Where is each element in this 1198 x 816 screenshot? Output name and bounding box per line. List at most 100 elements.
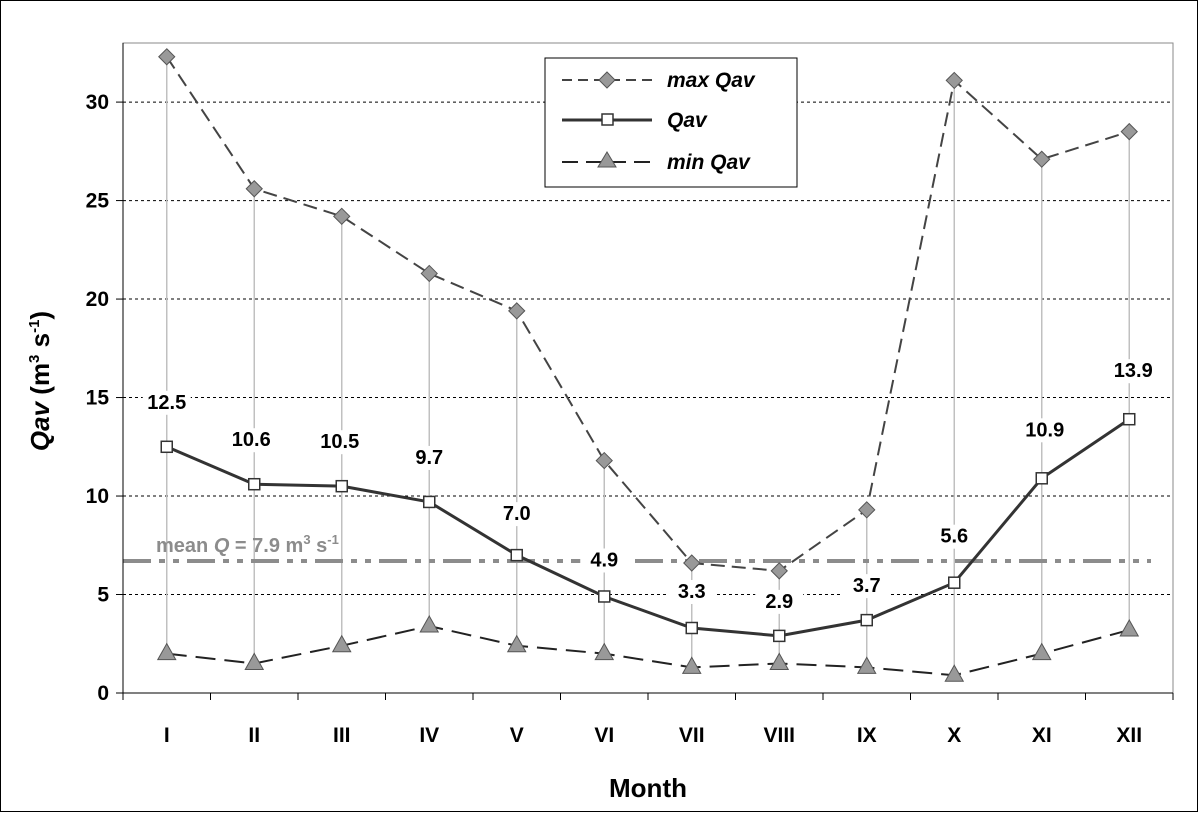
point-avg-XI (1035, 472, 1048, 485)
y-tick-label-30: 30 (86, 91, 109, 114)
point-min-II (244, 652, 265, 670)
point-min-XII (1119, 618, 1140, 637)
y-axis-title-sup1: 3 (26, 355, 43, 363)
series-line-max (165, 56, 1130, 572)
data-label-bg-II (227, 428, 276, 453)
data-label-bg-XII (1109, 359, 1158, 384)
mean-label-q: Q (214, 535, 230, 557)
point-max-VII (683, 554, 701, 572)
point-avg-VI (598, 590, 611, 603)
data-label-bg-III (315, 430, 364, 455)
point-min-III (331, 634, 352, 653)
legend-marker-max (598, 71, 616, 89)
legend-label-avg: Qav (667, 109, 708, 132)
point-max-XII (1120, 122, 1138, 141)
data-label-bg-IX (842, 574, 891, 599)
legend-item-max: max Qav (562, 69, 756, 92)
data-label-bg-XI (1020, 418, 1069, 443)
point-avg-VIII (773, 629, 786, 643)
point-max-VI (595, 451, 613, 470)
point-min-I (156, 642, 177, 661)
y-tick-label-25: 25 (86, 190, 110, 213)
x-tick-label-IV: IV (419, 724, 439, 747)
data-label-VII: 3.3 (678, 581, 706, 603)
point-min-VII (681, 656, 702, 674)
data-label-XI: 10.9 (1025, 419, 1064, 441)
point-min-V (506, 634, 527, 653)
y-axis-title-s: s (25, 333, 55, 355)
point-max-IX (858, 501, 876, 519)
data-labels: 12.5 10.6 10.5 9.7 7.0 4.9 3.3 2.9 3.7 5.6 10.9 13.… (142, 359, 1158, 614)
point-avg-X (948, 576, 961, 589)
data-label-bg-V (492, 502, 541, 527)
mean-label-s: s (311, 535, 328, 557)
series-group (156, 48, 1140, 682)
x-tick-label-III: III (333, 724, 351, 747)
y-tick-label-5: 5 (97, 584, 109, 607)
point-avg-V (510, 548, 523, 562)
x-tick-label-I: I (164, 724, 170, 747)
data-label-VI: 4.9 (590, 549, 618, 571)
mean-label-sup2: -1 (327, 532, 339, 547)
legend: max Qav Qav min Qav (544, 57, 798, 188)
x-tick-label-VIII: VIII (763, 724, 795, 747)
data-label-IX: 3.7 (853, 575, 881, 597)
x-tick-label-II: II (248, 724, 260, 747)
point-avg-I (160, 440, 173, 454)
y-axis-title-italic: Qav (25, 400, 55, 451)
point-max-XI (1033, 150, 1051, 168)
point-avg-IV (423, 495, 436, 509)
point-avg-XII (1123, 412, 1136, 426)
legend-marker-min (597, 151, 617, 168)
y-axis-title-sup2: -1 (26, 320, 43, 333)
data-label-bg-I (142, 390, 191, 415)
x-tick-label-XII: XII (1116, 724, 1142, 747)
point-max-I (158, 48, 176, 66)
legend-label-min: min Qav (667, 151, 751, 174)
point-avg-IX (860, 613, 873, 627)
point-avg-VII (685, 621, 698, 635)
data-label-bg-IV (405, 445, 454, 470)
legend-item-avg: Qav (562, 109, 708, 132)
point-max-III (333, 207, 351, 226)
data-label-II: 10.6 (232, 429, 271, 451)
point-max-V (508, 302, 526, 320)
point-min-IX (856, 656, 877, 674)
legend-item-min: min Qav (562, 151, 751, 174)
point-min-VIII (769, 652, 790, 670)
point-min-VI (594, 642, 615, 661)
x-tick-label-VI: VI (594, 724, 614, 747)
x-tick-label-V: V (510, 724, 524, 747)
mean-label-sup1: 3 (303, 532, 310, 547)
x-tick-label-XI: XI (1032, 724, 1052, 747)
data-label-I: 12.5 (147, 392, 186, 414)
y-tick-label-0: 0 (97, 682, 109, 705)
y-tick-label-15: 15 (86, 387, 110, 410)
point-avg-II (248, 477, 261, 491)
point-max-IV (420, 264, 438, 283)
mean-line-label: mean Q = 7.9 m3 s-1 (156, 532, 339, 557)
data-label-bg-VII (667, 580, 716, 604)
legend-label-max: max Qav (667, 69, 756, 92)
data-label-III: 10.5 (320, 431, 359, 453)
point-avg-III (335, 479, 348, 493)
data-label-IV: 9.7 (415, 447, 443, 469)
series-line-min (166, 625, 1130, 677)
y-axis-title-unit: (m (25, 363, 55, 395)
x-tick-label-VII: VII (679, 724, 705, 747)
legend-marker-avg (601, 113, 614, 126)
x-tick-label-X: X (947, 724, 961, 747)
data-label-XII: 13.9 (1114, 360, 1153, 382)
x-axis-title: Month (609, 773, 687, 803)
point-min-XI (1031, 642, 1052, 661)
data-label-bg-X (930, 524, 979, 549)
data-label-V: 7.0 (503, 503, 531, 525)
data-label-X: 5.6 (940, 526, 968, 548)
series-line-avg (166, 417, 1131, 638)
y-tick-label-20: 20 (86, 288, 109, 311)
mean-label-eq: = 7.9 m (229, 535, 303, 557)
point-max-VIII (770, 562, 788, 580)
